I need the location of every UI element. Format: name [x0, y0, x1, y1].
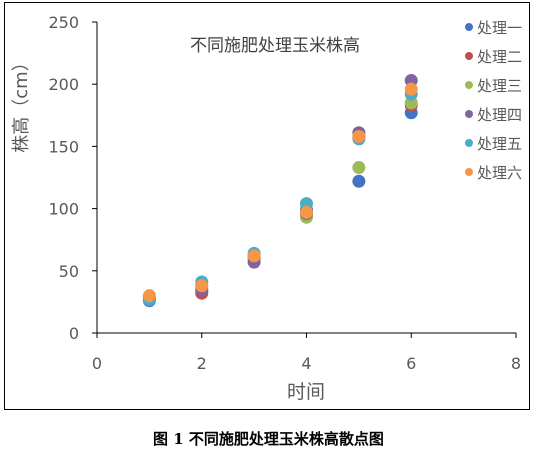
legend-marker-1: [465, 23, 473, 31]
data-point-series-1: [352, 174, 366, 188]
data-points: [142, 73, 418, 308]
legend-marker-5: [465, 139, 473, 147]
data-point-series-3: [352, 161, 366, 175]
x-tick-label: 2: [197, 354, 207, 373]
y-tick-label: 50: [59, 262, 79, 281]
legend-label-6: 处理六: [477, 164, 522, 182]
legend-label-5: 处理五: [477, 135, 522, 153]
chart-title: 不同施肥处理玉米株高: [190, 36, 360, 56]
legend-marker-6: [465, 168, 473, 176]
axes: 0 50 100 150 200 250 0 2 4 6 8: [48, 13, 521, 373]
legend-label-4: 处理四: [477, 106, 522, 124]
x-tick-label: 6: [406, 354, 416, 373]
legend-label-3: 处理三: [477, 77, 522, 95]
data-point-series-6: [195, 279, 209, 293]
y-tick-label: 250: [48, 13, 79, 32]
data-point-series-6: [352, 129, 366, 143]
legend-marker-3: [465, 81, 473, 89]
y-tick-label: 150: [48, 137, 79, 156]
legend-marker-4: [465, 110, 473, 118]
legend-label-1: 处理一: [477, 19, 522, 37]
chart-frame: 不同施肥处理玉米株高 0 50 100 150 200 250 0 2 4 6 8 处理一 处理二 处理…: [4, 2, 530, 410]
data-point-series-6: [247, 249, 261, 263]
x-tick-label: 0: [92, 354, 102, 373]
legend-marker-2: [465, 52, 473, 60]
y-axis-label: 株高（cm）: [11, 53, 32, 152]
y-tick-label: 0: [69, 324, 79, 343]
figure-caption: 图 1 不同施肥处理玉米株高散点图: [153, 430, 384, 448]
x-tick-label: 4: [301, 354, 311, 373]
x-axis-label: 时间: [287, 381, 325, 403]
data-point-series-6: [300, 205, 313, 219]
legend-label-2: 处理二: [477, 48, 522, 66]
data-point-series-6: [142, 289, 156, 303]
x-tick-label: 8: [511, 354, 521, 373]
y-tick-label: 100: [48, 200, 79, 219]
y-tick-label: 200: [48, 75, 79, 94]
data-point-series-6: [404, 82, 418, 96]
